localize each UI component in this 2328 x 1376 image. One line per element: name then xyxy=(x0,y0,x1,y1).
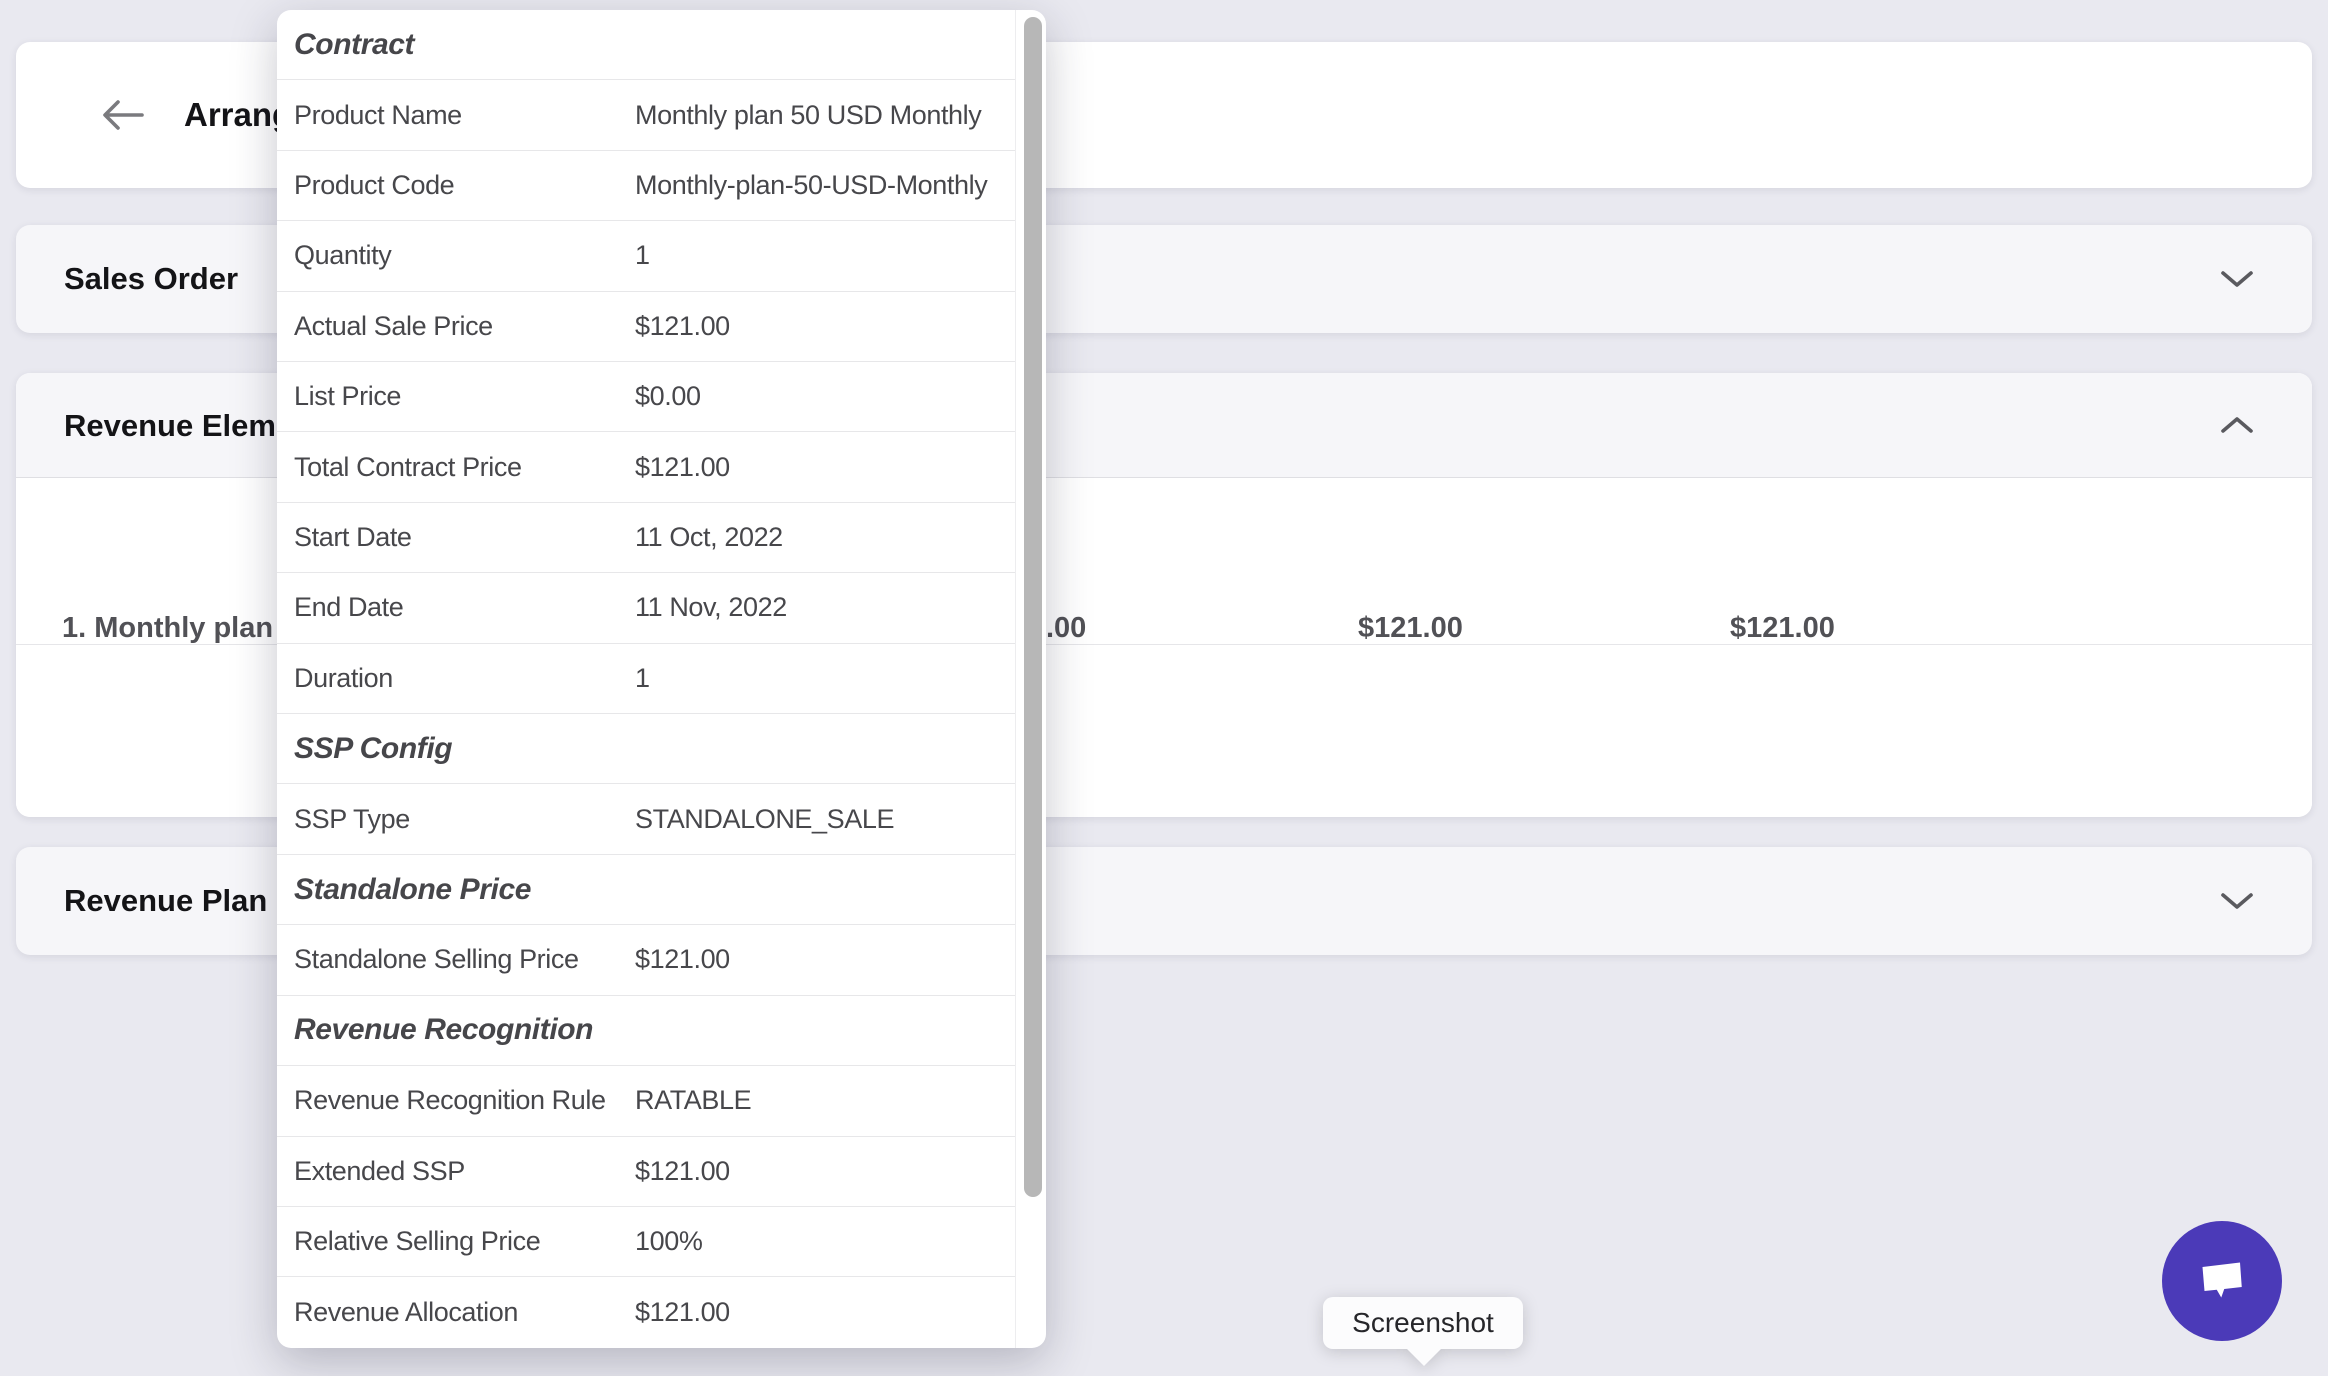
panel-field-row: List Price $0.00 xyxy=(277,362,1015,433)
element-row-title: 1. Monthly plan 5 xyxy=(62,612,298,644)
field-label: End Date xyxy=(294,592,404,623)
arrow-left-icon xyxy=(103,100,144,130)
panel-field-row: Actual Sale Price $121.00 xyxy=(277,292,1015,363)
panel-scrollbar-thumb[interactable] xyxy=(1024,17,1042,1197)
element-value-3: $121.00 xyxy=(1730,612,1835,644)
tooltip-tail xyxy=(1407,1349,1441,1366)
sales-order-title: Sales Order xyxy=(64,261,239,296)
panel-heading: Revenue Recognition xyxy=(294,1013,594,1047)
page-title: Arrang xyxy=(184,96,293,133)
field-label: Total Contract Price xyxy=(294,451,522,482)
panel-field-row: Start Date 11 Oct, 2022 xyxy=(277,503,1015,574)
revenue-plan-title: Revenue Plan xyxy=(64,883,268,918)
field-value: RATABLE xyxy=(635,1085,752,1116)
field-value: Monthly plan 50 USD Monthly xyxy=(635,99,982,130)
field-label: Quantity xyxy=(294,240,392,271)
field-value: STANDALONE_SALE xyxy=(635,803,895,834)
panel-heading-row: Standalone Price xyxy=(277,855,1015,926)
screenshot-tooltip-label: Screenshot xyxy=(1323,1297,1523,1349)
element-value-2: $121.00 xyxy=(1358,612,1463,644)
field-label: Start Date xyxy=(294,522,412,553)
field-value: $0.00 xyxy=(635,381,701,412)
revenue-element-detail-panel: Contract Product Name Monthly plan 50 USD… xyxy=(277,10,1046,1348)
detail-panel-content: Contract Product Name Monthly plan 50 USD… xyxy=(277,10,1016,1348)
panel-field-row: Product Code Monthly-plan-50-USD-Monthly xyxy=(277,151,1015,222)
chat-fab-button[interactable] xyxy=(2162,1221,2282,1341)
field-value: 11 Oct, 2022 xyxy=(635,522,783,553)
field-label: Revenue Recognition Rule xyxy=(294,1085,606,1116)
field-value: $121.00 xyxy=(635,310,730,341)
panel-field-row: Total Contract Price $121.00 xyxy=(277,432,1015,503)
panel-field-row: SSP Type STANDALONE_SALE xyxy=(277,784,1015,855)
field-value: $121.00 xyxy=(635,944,730,975)
panel-heading: Contract xyxy=(294,27,415,61)
panel-heading-row: Contract xyxy=(277,10,1015,81)
field-value: Monthly-plan-50-USD-Monthly xyxy=(635,170,988,201)
panel-heading: Standalone Price xyxy=(294,872,532,906)
panel-field-row: Extended SSP $121.00 xyxy=(277,1137,1015,1207)
panel-field-row: Relative Selling Price 100% xyxy=(277,1207,1015,1278)
field-value: 1 xyxy=(635,240,650,271)
screenshot-tooltip: Screenshot xyxy=(1323,1297,1523,1366)
field-label: Standalone Selling Price xyxy=(294,944,579,975)
chat-bubble-icon xyxy=(2202,1262,2242,1298)
panel-field-row: End Date 11 Nov, 2022 xyxy=(277,573,1015,644)
field-label: Revenue Allocation xyxy=(294,1297,518,1328)
panel-field-row: Standalone Selling Price $121.00 xyxy=(277,925,1015,996)
panel-field-row: Product Name Monthly plan 50 USD Monthly xyxy=(277,80,1015,151)
field-value: 1 xyxy=(635,662,650,693)
revenue-elements-title: Revenue Elem xyxy=(64,408,276,443)
panel-field-row: Revenue Recognition Rule RATABLE xyxy=(277,1066,1015,1137)
back-button[interactable] xyxy=(96,95,148,135)
field-label: Relative Selling Price xyxy=(294,1226,541,1257)
field-label: List Price xyxy=(294,381,402,412)
field-label: Actual Sale Price xyxy=(294,310,493,341)
panel-heading-row: SSP Config xyxy=(277,714,1015,785)
field-value: 11 Nov, 2022 xyxy=(635,592,787,623)
panel-field-row: Duration 1 xyxy=(277,644,1015,715)
panel-field-row: Revenue Allocation $121.00 xyxy=(277,1277,1015,1347)
chevron-up-icon[interactable] xyxy=(2220,415,2254,435)
field-label: Extended SSP xyxy=(294,1155,465,1186)
field-label: SSP Type xyxy=(294,803,410,834)
field-value: $121.00 xyxy=(635,451,730,482)
chevron-down-icon[interactable] xyxy=(2220,891,2254,911)
panel-field-row: Quantity 1 xyxy=(277,221,1015,292)
field-value: $121.00 xyxy=(635,1155,730,1186)
field-label: Duration xyxy=(294,662,393,693)
panel-heading-row: Revenue Recognition xyxy=(277,996,1015,1067)
field-value: 100% xyxy=(635,1226,703,1257)
field-value: $121.00 xyxy=(635,1297,730,1328)
field-label: Product Code xyxy=(294,170,455,201)
panel-heading: SSP Config xyxy=(294,731,453,765)
chevron-down-icon[interactable] xyxy=(2220,269,2254,289)
field-label: Product Name xyxy=(294,99,462,130)
element-value-1: .00 xyxy=(1046,612,1087,644)
